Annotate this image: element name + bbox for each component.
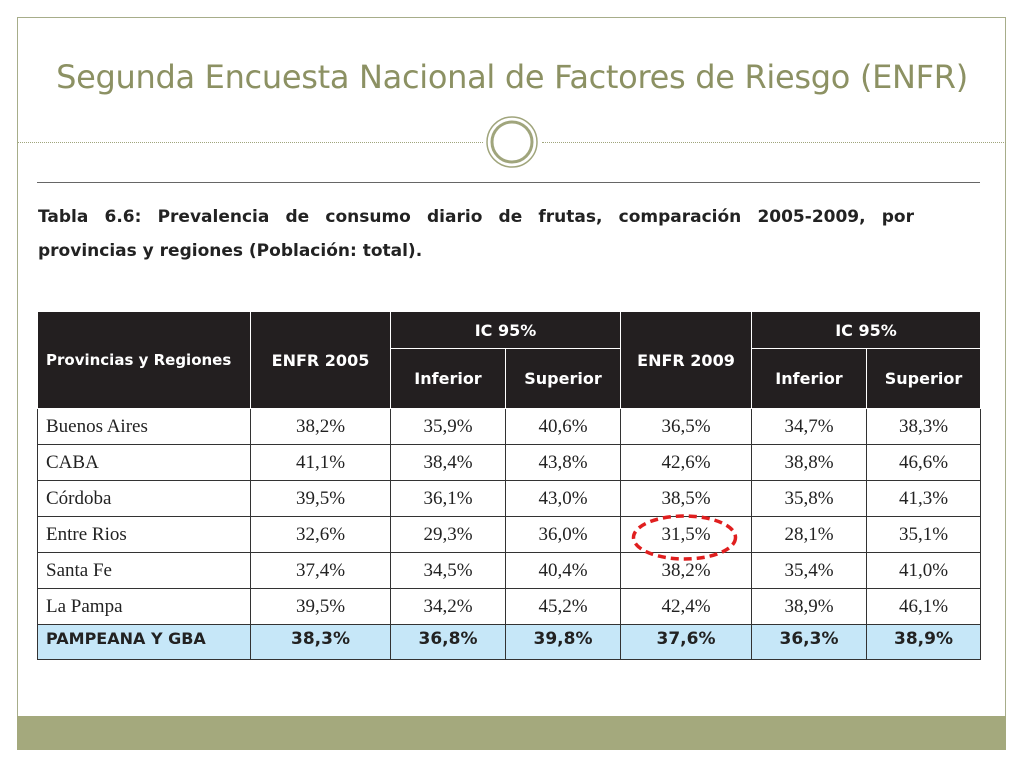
column-header-inferior-2009: Inferior xyxy=(751,348,867,409)
value-superior-2005: 45,2% xyxy=(505,588,621,625)
table-row: Córdoba 39,5% 36,1% 43,0% 38,5% 35,8% 41… xyxy=(37,480,981,517)
column-header-enfr-2005: ENFR 2005 xyxy=(250,311,391,409)
value-superior-2005: 40,4% xyxy=(505,552,621,589)
value-enfr-2005: 39,5% xyxy=(250,480,391,517)
circle-ornament-icon xyxy=(486,116,538,168)
value-superior-2005: 39,8% xyxy=(505,624,621,660)
table-row: CABA 41,1% 38,4% 43,8% 42,6% 38,8% 46,6% xyxy=(37,444,981,481)
value-inferior-2009: 35,8% xyxy=(751,480,867,517)
value-superior-2005: 43,0% xyxy=(505,480,621,517)
region-name: Córdoba xyxy=(37,480,251,517)
value-enfr-2009: 42,4% xyxy=(620,588,752,625)
value-superior-2009: 41,3% xyxy=(866,480,981,517)
value-enfr-2009: 38,5% xyxy=(620,480,752,517)
value-enfr-2009: 42,6% xyxy=(620,444,752,481)
header-row-top: Provincias y Regiones ENFR 2005 IC 95% E… xyxy=(37,311,981,409)
value-inferior-2005: 34,5% xyxy=(390,552,506,589)
value-enfr-2005: 38,3% xyxy=(250,624,391,660)
region-name: La Pampa xyxy=(37,588,251,625)
value-superior-2005: 36,0% xyxy=(505,516,621,553)
region-name: Buenos Aires xyxy=(37,408,251,445)
region-name: Santa Fe xyxy=(37,552,251,589)
region-name: CABA xyxy=(37,444,251,481)
value-enfr-2009: 37,6% xyxy=(620,624,752,660)
table-total-row: PAMPEANA Y GBA 38,3% 36,8% 39,8% 37,6% 3… xyxy=(37,624,981,660)
region-name: Entre Rios xyxy=(37,516,251,553)
column-header-superior-2009: Superior xyxy=(866,348,981,409)
value-inferior-2009: 38,8% xyxy=(751,444,867,481)
value-enfr-2009: 36,5% xyxy=(620,408,752,445)
value-enfr-2005: 41,1% xyxy=(250,444,391,481)
title-divider-right xyxy=(542,142,1006,143)
value-inferior-2009: 34,7% xyxy=(751,408,867,445)
value-inferior-2009: 28,1% xyxy=(751,516,867,553)
value-inferior-2005: 29,3% xyxy=(390,516,506,553)
table-image-rule xyxy=(37,182,980,183)
value-superior-2009: 38,3% xyxy=(866,408,981,445)
value-inferior-2005: 36,1% xyxy=(390,480,506,517)
value-inferior-2005: 34,2% xyxy=(390,588,506,625)
column-header-superior-2005: Superior xyxy=(505,348,621,409)
column-header-ic95-2005: IC 95% xyxy=(390,311,621,349)
title-divider-left xyxy=(18,142,483,143)
fruit-consumption-table: Provincias y Regiones ENFR 2005 IC 95% E… xyxy=(37,311,981,660)
value-enfr-2005: 37,4% xyxy=(250,552,391,589)
footer-band xyxy=(17,716,1006,750)
table-row: Buenos Aires 38,2% 35,9% 40,6% 36,5% 34,… xyxy=(37,408,981,445)
value-enfr-2005: 38,2% xyxy=(250,408,391,445)
table-row: La Pampa 39,5% 34,2% 45,2% 42,4% 38,9% 4… xyxy=(37,588,981,625)
value-superior-2009: 35,1% xyxy=(866,516,981,553)
value-superior-2005: 40,6% xyxy=(505,408,621,445)
column-header-enfr-2009: ENFR 2009 xyxy=(620,311,752,409)
value-superior-2009: 38,9% xyxy=(866,624,981,660)
value-inferior-2005: 38,4% xyxy=(390,444,506,481)
table-row: Entre Rios 32,6% 29,3% 36,0% 31,5% 28,1%… xyxy=(37,516,981,553)
column-header-inferior-2005: Inferior xyxy=(390,348,506,409)
value-superior-2009: 46,6% xyxy=(866,444,981,481)
column-header-ic95-2009: IC 95% xyxy=(751,311,981,349)
value-inferior-2009: 38,9% xyxy=(751,588,867,625)
value-inferior-2009: 35,4% xyxy=(751,552,867,589)
table-caption: Tabla 6.6: Prevalencia de consumo diario… xyxy=(38,207,914,261)
value-inferior-2009: 36,3% xyxy=(751,624,867,660)
highlight-circle-annotation xyxy=(631,514,738,561)
slide-title: Segunda Encuesta Nacional de Factores de… xyxy=(56,58,968,96)
value-enfr-2005: 39,5% xyxy=(250,588,391,625)
value-inferior-2005: 35,9% xyxy=(390,408,506,445)
column-header-region: Provincias y Regiones xyxy=(37,311,251,409)
region-name: PAMPEANA Y GBA xyxy=(37,624,251,660)
header-row-bottom: Inferior Superior Inferior Superior xyxy=(38,348,981,409)
value-superior-2005: 43,8% xyxy=(505,444,621,481)
value-superior-2009: 46,1% xyxy=(866,588,981,625)
value-superior-2009: 41,0% xyxy=(866,552,981,589)
table-row: Santa Fe 37,4% 34,5% 40,4% 38,2% 35,4% 4… xyxy=(37,552,981,589)
value-inferior-2005: 36,8% xyxy=(390,624,506,660)
value-enfr-2005: 32,6% xyxy=(250,516,391,553)
